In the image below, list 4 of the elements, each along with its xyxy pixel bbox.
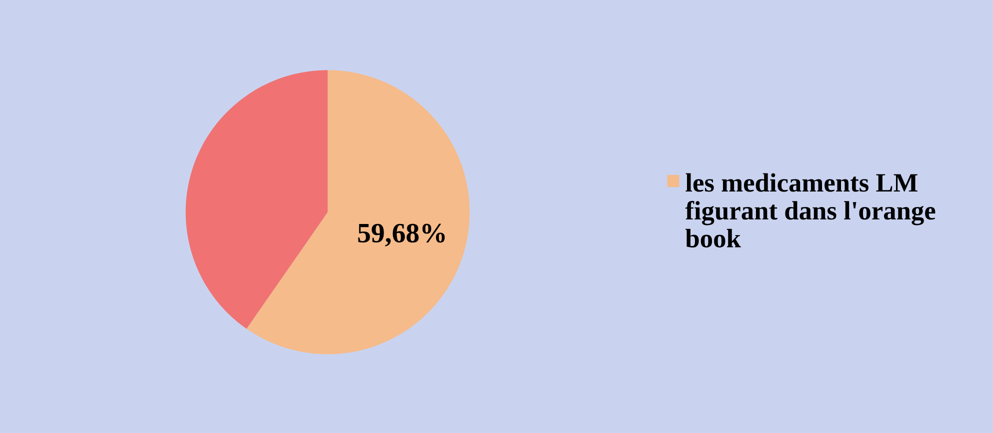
data-label: 59,68% bbox=[358, 224, 445, 247]
pie-slice bbox=[186, 70, 328, 329]
pie-slice bbox=[246, 70, 470, 354]
legend-label: les medicaments LM figurant dans l'orange book bbox=[685, 173, 936, 248]
